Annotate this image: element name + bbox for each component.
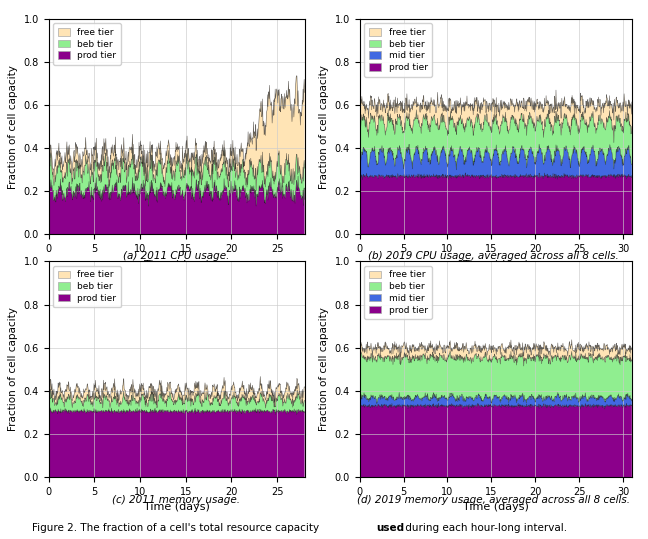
Y-axis label: Fraction of cell capacity: Fraction of cell capacity — [8, 65, 18, 189]
Y-axis label: Fraction of cell capacity: Fraction of cell capacity — [8, 307, 18, 431]
Legend: free tier, beb tier, prod tier: free tier, beb tier, prod tier — [53, 266, 121, 307]
Text: (b) 2019 CPU usage, averaged across all 8 cells.: (b) 2019 CPU usage, averaged across all … — [369, 251, 619, 261]
Y-axis label: Fraction of cell capacity: Fraction of cell capacity — [319, 65, 329, 189]
Text: (a) 2011 CPU usage.: (a) 2011 CPU usage. — [123, 251, 229, 261]
X-axis label: Time (days): Time (days) — [144, 260, 209, 270]
Y-axis label: Fraction of cell capacity: Fraction of cell capacity — [319, 307, 329, 431]
Legend: free tier, beb tier, prod tier: free tier, beb tier, prod tier — [53, 23, 121, 65]
Text: used: used — [376, 523, 404, 533]
Legend: free tier, beb tier, mid tier, prod tier: free tier, beb tier, mid tier, prod tier — [364, 23, 432, 77]
Legend: free tier, beb tier, mid tier, prod tier: free tier, beb tier, mid tier, prod tier — [364, 266, 432, 319]
Text: Figure 2. The fraction of a cell's total resource capacity: Figure 2. The fraction of a cell's total… — [32, 523, 323, 533]
X-axis label: Time (days): Time (days) — [144, 502, 209, 512]
Text: during each hour-long interval.: during each hour-long interval. — [402, 523, 567, 533]
X-axis label: Time (days): Time (days) — [463, 502, 529, 512]
Text: (d) 2019 memory usage, averaged across all 8 cells.: (d) 2019 memory usage, averaged across a… — [357, 495, 631, 505]
Text: (c) 2011 memory usage.: (c) 2011 memory usage. — [112, 495, 240, 505]
X-axis label: Time (days): Time (days) — [463, 260, 529, 270]
